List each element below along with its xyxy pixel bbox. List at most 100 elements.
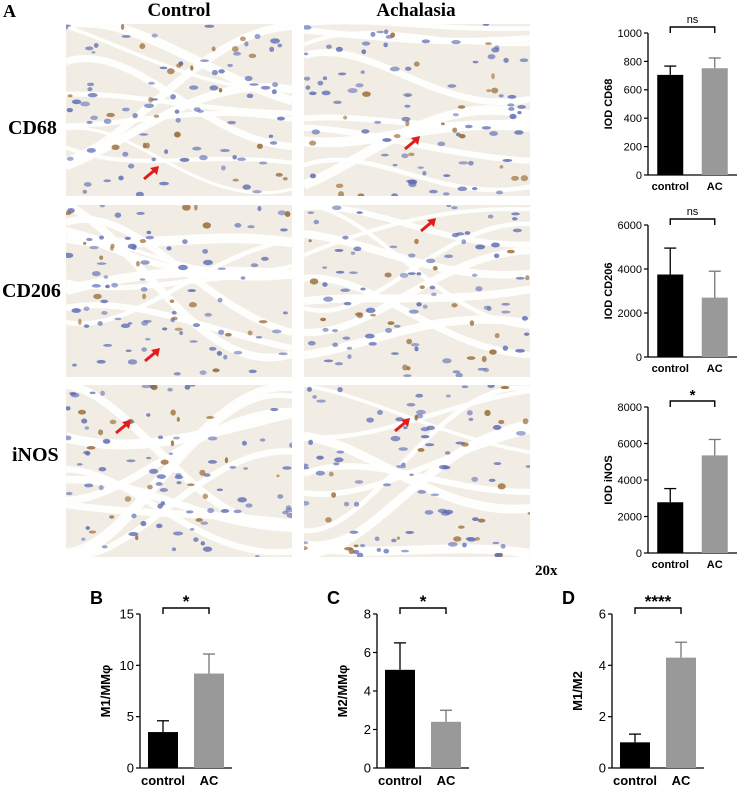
panel-letter: B (90, 588, 103, 608)
nucleus (260, 85, 271, 90)
x-tick-label-0: control (652, 559, 689, 571)
nucleus (488, 478, 496, 482)
nucleus (217, 297, 223, 303)
nucleus (391, 352, 399, 355)
nucleus (451, 232, 460, 238)
nucleus (335, 270, 345, 274)
x-tick-label-0: control (613, 773, 657, 788)
nucleus (82, 189, 88, 194)
nucleus (103, 343, 113, 347)
tissue-gap (304, 385, 530, 455)
nucleus (227, 63, 233, 67)
bar-ac (431, 721, 461, 768)
nucleus (219, 148, 230, 153)
nucleus (118, 175, 124, 181)
stained-cell (458, 525, 465, 529)
nucleus (156, 474, 166, 479)
micrograph-control-inos (66, 385, 292, 557)
nucleus (355, 83, 364, 88)
nucleus (368, 341, 377, 346)
nucleus (177, 264, 188, 271)
nucleus (277, 43, 283, 48)
nucleus (202, 546, 213, 552)
y-axis-label: IOD CD206 (603, 263, 615, 320)
stained-cell (211, 46, 216, 52)
tissue-gap (304, 431, 530, 514)
nucleus (317, 80, 324, 86)
micrograph-texture (304, 385, 530, 557)
significance-label: ns (687, 14, 699, 26)
nucleus (66, 108, 73, 113)
nucleus (223, 354, 228, 360)
y-tick-label: 0 (127, 761, 134, 776)
nucleus (217, 267, 227, 271)
nucleus (335, 46, 343, 52)
micrograph-texture (304, 24, 530, 196)
nucleus (81, 537, 86, 541)
nucleus (452, 113, 459, 117)
nucleus (139, 133, 149, 136)
nucleus (282, 311, 288, 315)
nucleus (127, 359, 138, 365)
nucleus (270, 407, 279, 412)
nucleus (340, 288, 351, 293)
nucleus (356, 552, 364, 557)
nucleus (348, 271, 358, 275)
nucleus (179, 157, 190, 162)
nucleus (377, 409, 383, 415)
bar-ac (666, 657, 696, 768)
nucleus (401, 462, 406, 466)
nucleus (182, 239, 188, 245)
nucleus (508, 107, 515, 111)
stained-cell (308, 239, 312, 243)
nucleus (361, 49, 367, 55)
nucleus (382, 483, 391, 487)
stained-cell (202, 222, 212, 229)
nucleus (101, 545, 108, 549)
bar-control (657, 74, 684, 175)
stained-cell (453, 536, 462, 542)
nucleus (487, 385, 495, 389)
stained-cell (525, 275, 530, 281)
tissue-gap (304, 157, 530, 193)
nucleus (159, 181, 170, 186)
nucleus (304, 466, 310, 470)
nucleus (271, 329, 282, 334)
nucleus (400, 549, 410, 553)
nucleus (66, 24, 71, 27)
nucleus (220, 509, 230, 513)
nucleus (84, 426, 90, 430)
stained-cell (335, 183, 344, 189)
stained-cell (457, 105, 466, 109)
nucleus (511, 212, 520, 216)
nucleus (420, 434, 430, 439)
nucleus (500, 543, 506, 549)
stained-cell (481, 355, 487, 363)
stained-cell (458, 133, 466, 139)
nucleus (406, 403, 416, 407)
stained-cell (77, 409, 87, 415)
nucleus (443, 509, 454, 515)
nucleus (383, 42, 388, 48)
y-tick-label: 2000 (618, 511, 642, 523)
y-tick-label: 0 (364, 761, 371, 776)
y-axis-label: M1/MMφ (98, 665, 113, 718)
y-tick-label: 200 (624, 141, 642, 153)
nucleus (333, 100, 342, 104)
nucleus (407, 272, 416, 275)
nucleus (100, 299, 109, 304)
stained-cell (225, 332, 232, 337)
bar-control (657, 274, 684, 357)
nucleus (200, 541, 206, 546)
nucleus (89, 245, 99, 250)
micrograph-texture (66, 205, 292, 377)
nucleus (159, 66, 168, 70)
nucleus (354, 480, 364, 484)
nucleus (322, 76, 328, 81)
nucleus (495, 190, 504, 195)
nucleus (162, 327, 168, 331)
micrograph-texture (66, 385, 292, 557)
nucleus (462, 542, 467, 548)
stained-cell (170, 440, 175, 447)
stained-cell (160, 459, 169, 465)
